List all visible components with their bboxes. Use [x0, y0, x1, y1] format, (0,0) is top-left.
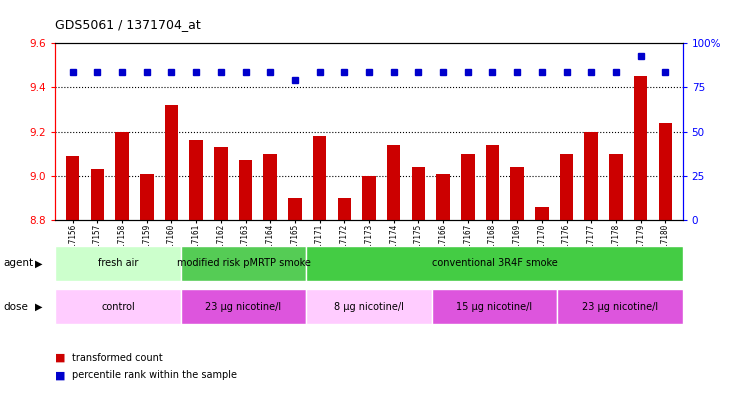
Text: GDS5061 / 1371704_at: GDS5061 / 1371704_at	[55, 18, 201, 31]
Bar	[165, 105, 178, 220]
Bar	[55, 289, 181, 324]
Text: 23 μg nicotine/l: 23 μg nicotine/l	[582, 301, 658, 312]
Bar	[557, 289, 683, 324]
Bar	[658, 123, 672, 220]
Bar	[181, 246, 306, 281]
Bar	[337, 198, 351, 220]
Bar	[535, 207, 548, 220]
Bar	[115, 132, 129, 220]
Text: dose: dose	[4, 301, 29, 312]
Bar	[511, 167, 524, 220]
Bar	[91, 169, 104, 220]
Text: ▶: ▶	[35, 258, 42, 268]
Text: 23 μg nicotine/l: 23 μg nicotine/l	[205, 301, 282, 312]
Text: agent: agent	[4, 258, 34, 268]
Bar	[214, 147, 227, 220]
Bar	[412, 167, 425, 220]
Bar	[609, 154, 623, 220]
Bar	[66, 156, 80, 220]
Text: 8 μg nicotine/l: 8 μg nicotine/l	[334, 301, 404, 312]
Text: fresh air: fresh air	[98, 258, 138, 268]
Text: ▶: ▶	[35, 301, 42, 312]
Bar	[362, 176, 376, 220]
Text: ■: ■	[55, 353, 66, 363]
Text: 15 μg nicotine/l: 15 μg nicotine/l	[456, 301, 533, 312]
Bar	[387, 145, 401, 220]
Text: modified risk pMRTP smoke: modified risk pMRTP smoke	[176, 258, 311, 268]
Bar	[634, 76, 647, 220]
Bar	[55, 246, 181, 281]
Bar	[461, 154, 475, 220]
Bar	[560, 154, 573, 220]
Bar	[432, 289, 557, 324]
Bar	[306, 246, 683, 281]
Text: transformed count: transformed count	[72, 353, 162, 363]
Bar	[140, 174, 154, 220]
Text: ■: ■	[55, 370, 66, 380]
Bar	[288, 198, 302, 220]
Bar	[486, 145, 500, 220]
Text: conventional 3R4F smoke: conventional 3R4F smoke	[432, 258, 557, 268]
Bar	[238, 160, 252, 220]
Bar	[190, 140, 203, 220]
Bar	[436, 174, 450, 220]
Bar	[584, 132, 598, 220]
Bar	[181, 289, 306, 324]
Bar	[313, 136, 326, 220]
Bar	[263, 154, 277, 220]
Text: percentile rank within the sample: percentile rank within the sample	[72, 370, 237, 380]
Bar	[306, 289, 432, 324]
Text: control: control	[101, 301, 135, 312]
